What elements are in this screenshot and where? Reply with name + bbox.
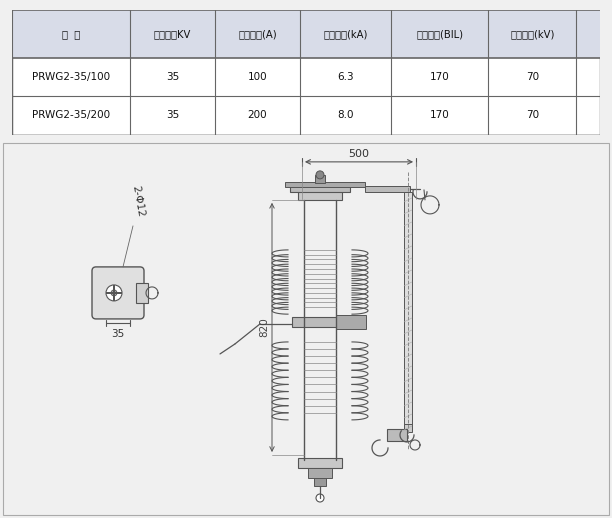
- Circle shape: [316, 494, 324, 502]
- Text: 额定电压KV: 额定电压KV: [154, 29, 191, 39]
- Text: 开断电流(kA): 开断电流(kA): [324, 29, 368, 39]
- Bar: [336, 315, 366, 329]
- Text: 70: 70: [526, 110, 539, 120]
- Circle shape: [111, 290, 117, 296]
- Text: 型  号: 型 号: [62, 29, 80, 39]
- Bar: [290, 186, 350, 192]
- Bar: [106, 292, 122, 294]
- Bar: [314, 478, 326, 486]
- Bar: [404, 424, 412, 432]
- Text: PRWG2-35/200: PRWG2-35/200: [32, 110, 110, 120]
- Text: 冲击电压(BIL): 冲击电压(BIL): [416, 29, 463, 39]
- Text: 6.3: 6.3: [337, 72, 354, 82]
- Text: 8.0: 8.0: [337, 110, 354, 120]
- Bar: [136, 283, 148, 303]
- Text: 2-Φ12: 2-Φ12: [130, 185, 146, 218]
- Bar: [298, 458, 342, 468]
- Text: 70: 70: [526, 72, 539, 82]
- Bar: [387, 429, 407, 441]
- Text: 35: 35: [166, 110, 179, 120]
- Text: 35: 35: [111, 329, 125, 339]
- Circle shape: [106, 285, 122, 301]
- Bar: [365, 186, 410, 192]
- Bar: [298, 190, 342, 200]
- Text: 35: 35: [166, 72, 179, 82]
- Text: 500: 500: [348, 149, 370, 159]
- Bar: [308, 468, 332, 478]
- Text: 200: 200: [248, 110, 267, 120]
- Text: 170: 170: [430, 110, 450, 120]
- Bar: [113, 285, 115, 301]
- Text: 额定电流(A): 额定电流(A): [238, 29, 277, 39]
- Bar: [292, 317, 348, 327]
- Circle shape: [316, 171, 324, 179]
- Text: 820: 820: [259, 318, 269, 337]
- Bar: [285, 182, 365, 187]
- Text: PRWG2-35/100: PRWG2-35/100: [32, 72, 110, 82]
- Text: 170: 170: [430, 72, 450, 82]
- Text: 100: 100: [248, 72, 267, 82]
- Bar: [12, 10, 600, 57]
- Text: 工频耐压(kV): 工频耐压(kV): [510, 29, 554, 39]
- FancyBboxPatch shape: [92, 267, 144, 319]
- Bar: [404, 192, 412, 430]
- Bar: [315, 175, 325, 183]
